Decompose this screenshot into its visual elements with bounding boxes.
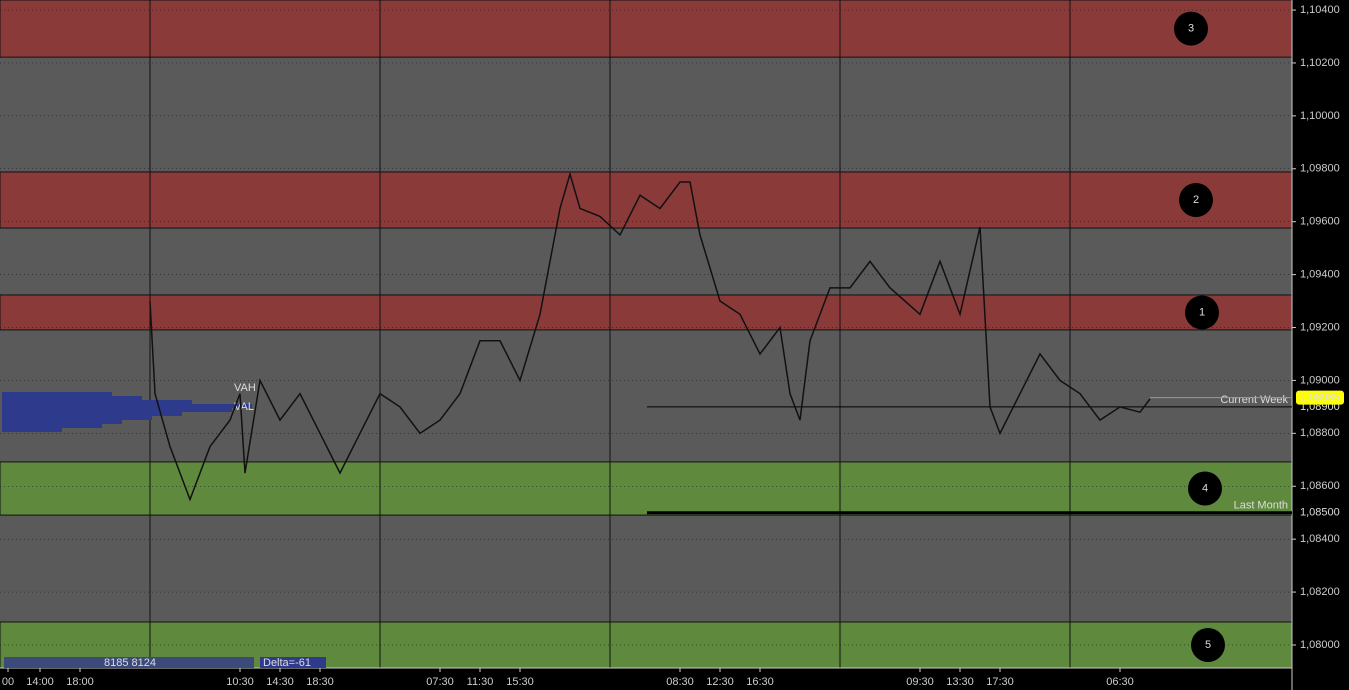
zone-marker <box>1185 295 1219 330</box>
x-tick-label: 18:00 <box>66 676 94 688</box>
volume-profile-bar <box>2 420 122 424</box>
level-label: 1,08500 <box>1300 507 1340 519</box>
level-name: Current Week <box>1220 394 1288 406</box>
stats-box <box>260 657 326 668</box>
volume-profile-bar <box>2 408 232 412</box>
annotation: VAL <box>234 401 254 413</box>
level-tag <box>1296 505 1344 520</box>
zone-marker <box>1191 627 1225 662</box>
volume-profile-bar <box>2 428 62 432</box>
volume-profile-bar <box>2 424 102 428</box>
x-tick-label: 14:30 <box>266 676 294 688</box>
zone <box>0 294 1293 331</box>
annotation: 8185 8124 <box>104 657 156 669</box>
annotation: Delta=-61 <box>263 657 311 669</box>
y-tick-label: 1,09800 <box>1300 163 1340 175</box>
last-price-label: 1,08935 <box>1300 392 1340 404</box>
zone-label: 3 <box>1188 22 1194 34</box>
x-tick-label: 13:30 <box>946 676 974 688</box>
volume-profile-bar <box>2 416 152 420</box>
stats-box <box>4 657 254 668</box>
x-tick-label: 07:30 <box>426 676 454 688</box>
level-name: Last Month <box>1234 500 1288 512</box>
y-tick-label: 1,10400 <box>1300 4 1340 16</box>
zone-label: 2 <box>1193 194 1199 206</box>
x-tick-label: 14:00 <box>26 676 54 688</box>
x-tick-label: 06:30 <box>1106 676 1134 688</box>
y-tick-label: 1,10000 <box>1300 110 1340 122</box>
y-tick-label: 1,08400 <box>1300 533 1340 545</box>
y-tick-label: 1,09200 <box>1300 321 1340 333</box>
x-tick-label: 09:30 <box>906 676 934 688</box>
x-tick-label: 17:30 <box>986 676 1014 688</box>
volume-profile-bar <box>2 404 252 408</box>
zone-label: 4 <box>1202 482 1208 494</box>
zone <box>0 461 1293 516</box>
x-tick-label: 18:30 <box>306 676 334 688</box>
volume-profile-bar <box>2 392 112 396</box>
x-tick-label: 10:30 <box>226 676 254 688</box>
x-tick-label: 16:30 <box>746 676 774 688</box>
zone-marker <box>1174 11 1208 46</box>
y-tick-label: 1,09400 <box>1300 269 1340 281</box>
zone-marker <box>1179 183 1213 218</box>
volume-profile-bar <box>2 400 192 404</box>
y-tick-label: 1,09000 <box>1300 374 1340 386</box>
x-tick-label: 15:30 <box>506 676 534 688</box>
x-tick-label: 08:30 <box>666 676 694 688</box>
x-tick-label: 11:30 <box>467 676 494 688</box>
x-tick-label: 00 <box>2 676 14 688</box>
zone <box>0 0 1293 58</box>
x-tick-label: 12:30 <box>706 676 734 688</box>
volume-profile-bar <box>2 412 182 416</box>
y-tick-label: 1,09600 <box>1300 216 1340 228</box>
zone-label: 1 <box>1199 306 1205 318</box>
volume-profile-bar <box>2 396 142 400</box>
zone-marker <box>1188 471 1222 506</box>
y-tick-label: 1,08000 <box>1300 639 1340 651</box>
zone-label: 5 <box>1205 639 1211 651</box>
y-tick-label: 1,08200 <box>1300 586 1340 598</box>
y-tick-label: 1,08600 <box>1300 480 1340 492</box>
last-price-tag <box>1296 390 1344 405</box>
plot-background <box>0 0 1292 668</box>
annotation: VAH <box>234 382 256 394</box>
y-tick-label: 1,08800 <box>1300 427 1340 439</box>
y-tick-label: 1,10200 <box>1300 57 1340 69</box>
price-line <box>149 171 1151 502</box>
